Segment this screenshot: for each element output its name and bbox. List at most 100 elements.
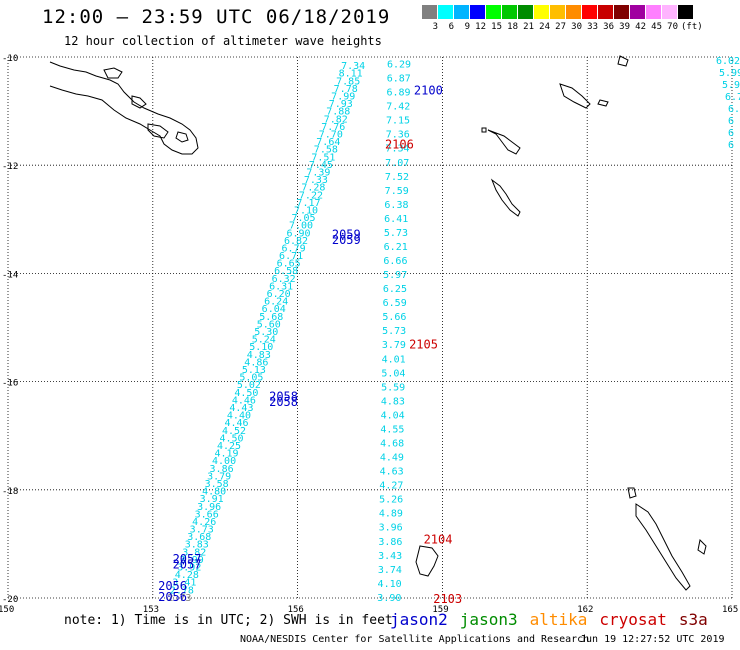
track-a-value: 4.43 — [229, 403, 253, 414]
coastline-island-6 — [490, 178, 521, 217]
colorbar-label: 70 — [667, 22, 678, 32]
colorbar-swatch — [518, 5, 534, 19]
right-edge-value: 5.99 — [719, 68, 740, 79]
track-a-value: 7.51 — [311, 152, 335, 163]
track-a-value: 5.02 — [237, 380, 261, 391]
colorbar-swatch — [550, 5, 566, 19]
colorbar-swatch — [422, 5, 438, 19]
track-a-value: 7.76 — [321, 122, 345, 133]
pass-label-red: 2103 — [433, 592, 462, 606]
footer-credit: NOAA/NESDIS Center for Satellite Applica… — [240, 634, 590, 645]
lat-label: -16 — [2, 379, 18, 389]
track-a-value: 3.79 — [207, 471, 231, 482]
colorbar-label: 27 — [555, 22, 566, 32]
track-b-value: 6.59 — [383, 298, 407, 309]
track-b-value: 3.86 — [378, 537, 402, 548]
colorbar-label: 18 — [507, 22, 518, 32]
colorbar-label: 12 — [475, 22, 486, 32]
track-b-value: 3.79 — [382, 340, 406, 351]
track-a-value: 6.82 — [284, 236, 308, 247]
track-b-value: 5.04 — [381, 368, 405, 379]
track-a-value: 3.91 — [200, 494, 224, 505]
track-a-value: 6.04 — [262, 304, 286, 315]
track-a-value: 7.88 — [326, 107, 350, 118]
colorbar-label: 21 — [523, 22, 534, 32]
colorbar-swatch — [486, 5, 502, 19]
pass-label-blue: 2059 — [332, 233, 361, 247]
coastlines — [49, 55, 707, 591]
track-a-value: 6.32 — [272, 274, 296, 285]
track-a-value: 7.00 — [289, 221, 313, 232]
colorbar-swatch — [630, 5, 646, 19]
colorbar-swatch — [534, 5, 550, 19]
track-a-value: 6.90 — [286, 228, 310, 239]
track-b-value: 4.55 — [380, 424, 404, 435]
right-edge-value: 5.9 — [722, 80, 740, 91]
colorbar-unit: (ft) — [681, 22, 703, 32]
track-a-value: 4.50 — [234, 388, 258, 399]
track-b-value: 4.27 — [379, 481, 403, 492]
track-a-value: 7.33 — [304, 175, 328, 186]
lat-label: -10 — [2, 54, 18, 64]
track-a-value: 7.45 — [309, 160, 333, 171]
pass-label-blue: 2056 — [158, 590, 187, 604]
coastline-island-10 — [415, 545, 439, 577]
track-b-value: 6.66 — [383, 256, 407, 267]
colorbar-label: 15 — [491, 22, 502, 32]
track-a-value: 7.78 — [334, 84, 358, 95]
lon-label: 165 — [722, 605, 738, 615]
coastline-island-9 — [697, 538, 707, 555]
track-b-value: 5.73 — [382, 326, 406, 337]
track-a-value: 5.05 — [239, 373, 263, 384]
pass-label-blue: 2057 — [173, 557, 202, 571]
track-b-value: 4.68 — [380, 439, 404, 450]
pass-label-red: 2105 — [409, 338, 438, 352]
colorbar-swatch — [646, 5, 662, 19]
track-b-value: 4.63 — [380, 467, 404, 478]
legend-item-jason2: jason2 — [390, 610, 448, 629]
coastline-island-7 — [617, 55, 629, 67]
track-b-value: 6.25 — [383, 284, 407, 295]
right-edge-value: 6. — [728, 104, 740, 115]
track-a-value: 4.28 — [175, 570, 199, 581]
legend-item-jason3: jason3 — [459, 610, 518, 629]
track-b-value: 5.66 — [382, 312, 406, 323]
track-b-value: 3.43 — [378, 551, 402, 562]
track-a-value: 5.10 — [249, 342, 273, 353]
lon-label: 159 — [432, 605, 448, 615]
track-a-value: 4.26 — [192, 517, 216, 528]
track-b-value: 4.89 — [379, 509, 403, 520]
pass-label-blue: 2058 — [269, 390, 298, 404]
track-b-value: 7.15 — [386, 116, 410, 127]
track-a-value: 3.92 — [177, 563, 201, 574]
track-b-value: 5.59 — [381, 382, 405, 393]
track-a-value: 4.46 — [224, 418, 248, 429]
track-a-value: 7.05 — [291, 213, 315, 224]
track-a-value: 6.79 — [282, 243, 306, 254]
colorbar-swatch — [438, 5, 454, 19]
track-b-value: 7.07 — [385, 158, 409, 169]
track-b-value: 4.01 — [382, 354, 406, 365]
legend-item-altika: altika — [529, 610, 588, 629]
coastline-island-1 — [147, 123, 169, 139]
legend-item-cryosat: cryosat — [599, 610, 667, 629]
pass-label-blue: 2100 — [414, 83, 443, 97]
pass-label-red: 2104 — [424, 532, 453, 546]
track-a-value: 4.83 — [247, 350, 271, 361]
track-b-value: 7.52 — [385, 172, 409, 183]
right-edge-value: 6.02 — [716, 56, 740, 67]
track-a-value: 7.17 — [296, 198, 320, 209]
right-edge-value: 6.7 — [725, 92, 740, 103]
legend-item-s3a: s3a — [678, 610, 708, 629]
lat-label: -14 — [2, 270, 18, 280]
track-a-value: 7.28 — [301, 183, 325, 194]
track-a-value: 6.31 — [269, 281, 293, 292]
track-a-value: 6.24 — [264, 297, 288, 308]
lon-label: 156 — [288, 605, 304, 615]
track-a-value: 4.40 — [227, 411, 251, 422]
track-a-value: 5.13 — [242, 365, 266, 376]
colorbar-label: 24 — [539, 22, 550, 32]
footer-timestamp: Jun 19 12:27:52 UTC 2019 — [580, 634, 725, 645]
